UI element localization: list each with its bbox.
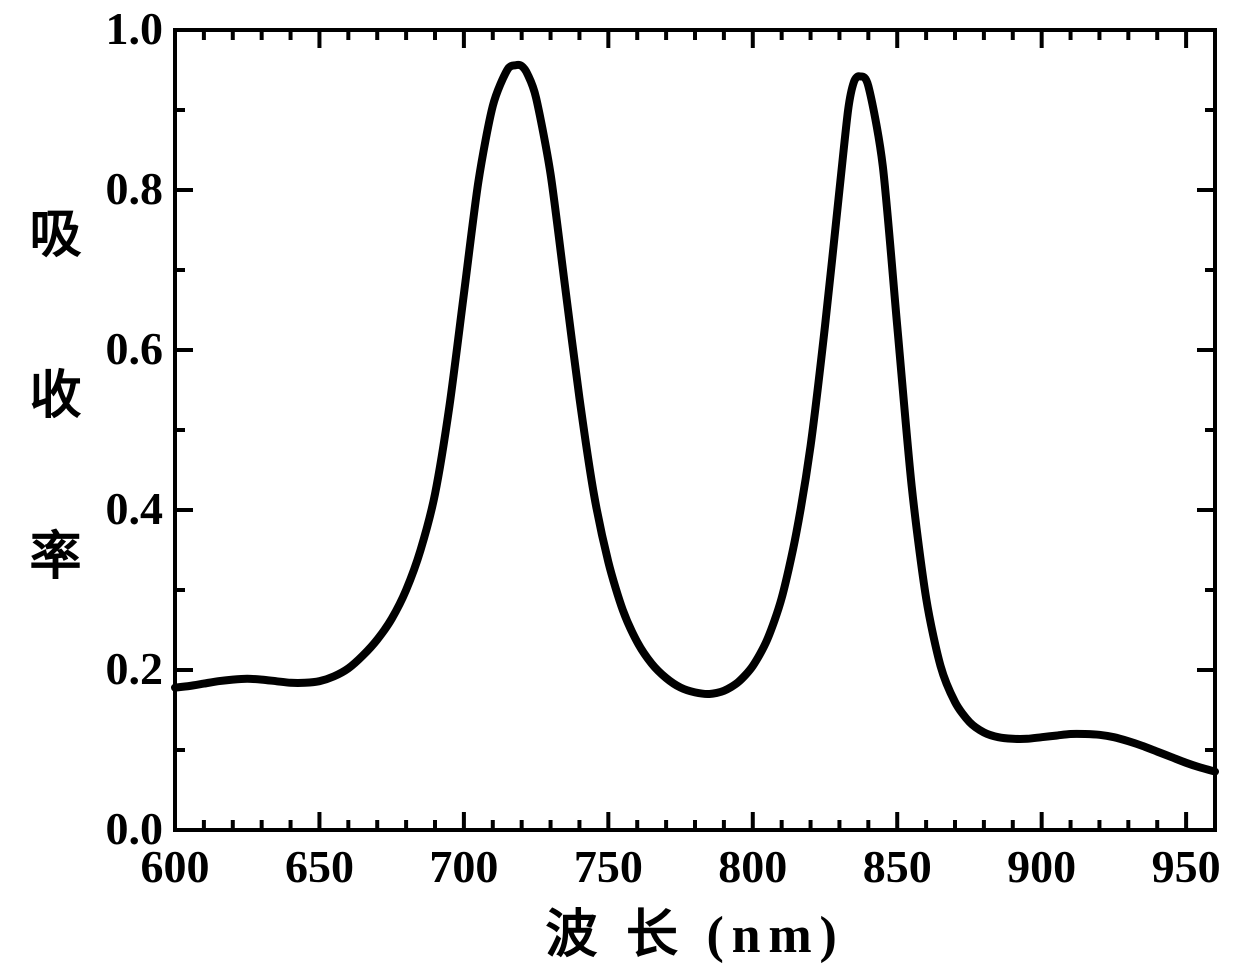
y-tick-label: 0.4 [106,482,164,535]
x-tick-label: 850 [837,840,957,893]
y-tick-label: 0.0 [106,802,164,855]
y-tick-label: 0.8 [106,162,164,215]
x-tick-label: 700 [404,840,524,893]
absorption-chart: 吸 收 率 波 长 (nm) 6006507007508008509009500… [0,0,1240,961]
x-tick-label: 800 [693,840,813,893]
x-tick-label: 950 [1126,840,1240,893]
x-axis-label: 波 长 (nm) [495,892,895,967]
y-tick-label: 0.6 [106,322,164,375]
y-axis-label: 吸 收 率 [12,206,87,606]
x-tick-label: 900 [982,840,1102,893]
y-tick-label: 0.2 [106,642,164,695]
x-tick-label: 750 [548,840,668,893]
x-tick-label: 650 [259,840,379,893]
chart-svg [0,0,1240,961]
y-tick-label: 1.0 [106,2,164,55]
